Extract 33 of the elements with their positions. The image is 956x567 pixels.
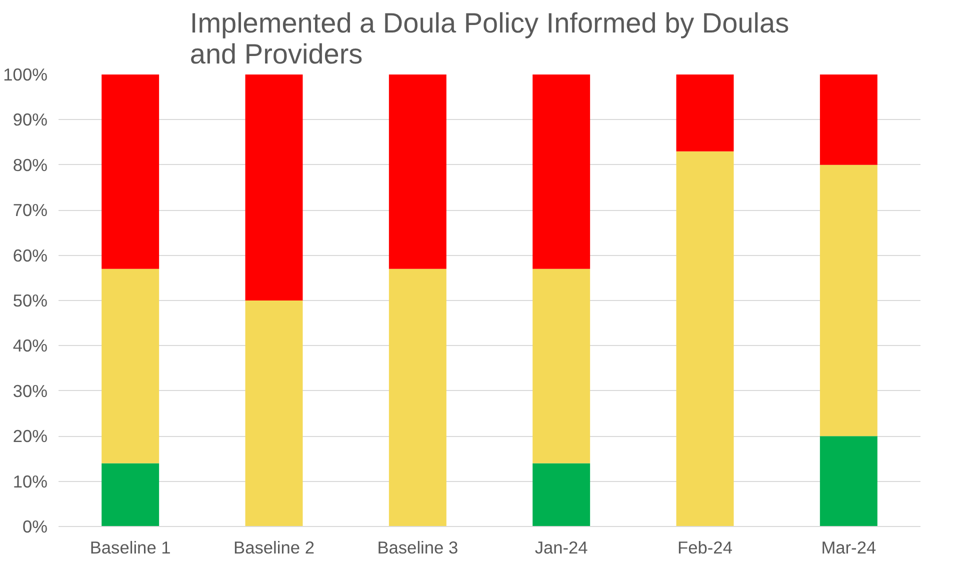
y-tick-label: 40% — [12, 336, 48, 356]
y-tick-label: 30% — [12, 380, 48, 401]
x-tick-label: Mar-24 — [821, 538, 876, 558]
x-tick-label: Baseline 3 — [377, 538, 458, 558]
bar — [532, 463, 590, 526]
bar — [388, 74, 446, 269]
y-tick-label: 20% — [12, 426, 48, 446]
bar — [676, 151, 734, 526]
y-tick-label: 90% — [12, 110, 48, 130]
y-tick-label: 0% — [22, 516, 48, 536]
bar — [532, 74, 590, 269]
bar — [245, 300, 303, 526]
x-tick-label: Feb-24 — [678, 538, 733, 558]
bar — [102, 74, 160, 269]
bar — [676, 74, 734, 152]
bar — [102, 463, 160, 526]
bar — [820, 436, 878, 526]
y-tick-label: 50% — [12, 290, 48, 310]
x-tick-label: Baseline 1 — [90, 538, 171, 558]
y-tick-label: 60% — [12, 245, 48, 266]
x-tick-label: Baseline 2 — [234, 538, 314, 558]
y-tick-label: 80% — [12, 154, 48, 175]
bar — [820, 74, 878, 165]
chart-title: Implemented a Doula Policy Informed by Doulas and Providers — [190, 8, 790, 70]
x-tick-label: Jan-24 — [534, 538, 588, 558]
y-tick-label: 10% — [12, 471, 48, 492]
bar — [388, 268, 446, 526]
bar — [820, 164, 878, 436]
y-tick-label: 70% — [12, 200, 48, 220]
y-tick-label: 100% — [3, 64, 48, 84]
bar — [532, 268, 590, 464]
bar — [102, 268, 160, 464]
bar — [245, 74, 303, 300]
